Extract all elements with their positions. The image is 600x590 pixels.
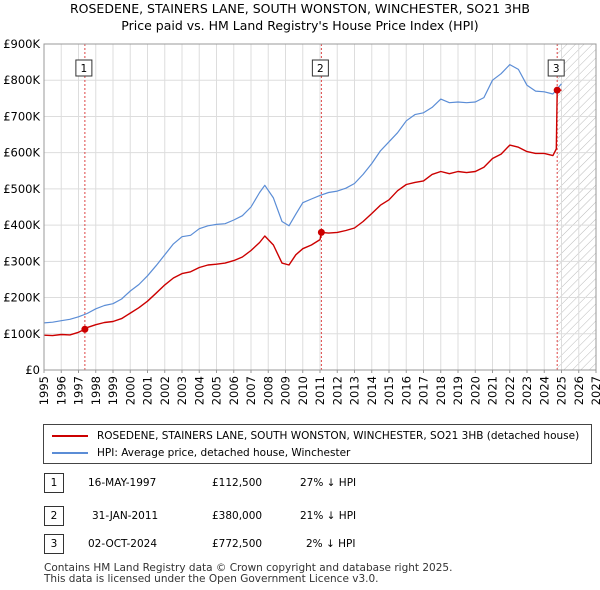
- legend-swatch-hpi: [52, 452, 88, 454]
- sale-point: [553, 86, 561, 94]
- chart-subtitle: Price paid vs. HM Land Registry's House …: [121, 18, 479, 33]
- x-tick-label: 1996: [54, 376, 68, 405]
- transaction-hpi: 2% ↓ HPI: [306, 538, 356, 550]
- transaction-price: £112,500: [212, 477, 263, 489]
- x-tick-label: 2011: [313, 376, 327, 405]
- x-tick-label: 2017: [417, 376, 431, 405]
- x-tick-label: 1999: [106, 376, 120, 405]
- transaction-hpi: 21% ↓ HPI: [300, 510, 357, 522]
- x-tick-label: 2007: [244, 376, 258, 405]
- x-tick-label: 2027: [589, 376, 600, 405]
- y-tick-label: £300K: [3, 254, 40, 268]
- y-tick-label: £900K: [3, 37, 40, 51]
- y-tick-label: £700K: [3, 109, 40, 123]
- y-tick-label: £100K: [3, 327, 40, 341]
- sale-label-box: [547, 59, 565, 77]
- sale-label: 2: [317, 63, 324, 75]
- x-tick-label: 2008: [261, 376, 275, 405]
- footer-licence: This data is licensed under the Open Gov…: [44, 573, 379, 585]
- transaction-date: 02-OCT-2024: [88, 538, 157, 550]
- x-tick-label: 2020: [468, 376, 482, 405]
- x-tick-label: 2004: [192, 376, 206, 405]
- sale-point: [317, 228, 325, 236]
- y-tick-label: £600K: [3, 146, 40, 160]
- series-group: [44, 63, 562, 337]
- x-tick-label: 2003: [175, 376, 189, 405]
- price-chart: 1 2 3 £0 £100K £200K £300K £400K £500K £600K £700K…: [3, 37, 600, 405]
- hpi-line: [44, 63, 562, 324]
- legend-label-property: ROSEDENE, STAINERS LANE, SOUTH WONSTON, …: [97, 430, 580, 442]
- y-tick-label: £500K: [3, 182, 40, 196]
- x-tick-label: 2000: [123, 376, 137, 405]
- x-tick-label: 2002: [158, 376, 172, 405]
- transaction-hpi: 27% ↓ HPI: [300, 477, 357, 489]
- sale-label-box: [75, 59, 93, 77]
- sale-label-box: [311, 59, 329, 77]
- sale-point: [81, 325, 89, 333]
- x-tick-label: 2005: [210, 376, 224, 405]
- x-tick-label: 2025: [555, 376, 569, 405]
- transaction-marker: 2: [44, 506, 64, 526]
- x-tick-label: 2014: [365, 376, 379, 405]
- x-tick-label: 2016: [399, 376, 413, 405]
- x-tick-label: 1997: [72, 376, 86, 405]
- forecast-hatch-region: [557, 44, 596, 370]
- transaction-marker: 1: [44, 473, 64, 493]
- x-tick-label: 2006: [227, 376, 241, 405]
- transaction-marker: 3: [44, 534, 64, 554]
- legend-label-hpi: HPI: Average price, detached house, Winc…: [97, 447, 351, 459]
- x-tick-label: 2019: [451, 376, 465, 405]
- footer-copyright: Contains HM Land Registry data © Crown c…: [44, 562, 453, 574]
- x-tick-label: 2015: [382, 376, 396, 405]
- x-tick-label: 2009: [279, 376, 293, 405]
- y-tick-label: £400K: [3, 218, 40, 232]
- x-tick-label: 1998: [89, 376, 103, 405]
- y-tick-label: £200K: [3, 291, 40, 305]
- transaction-price: £772,500: [212, 538, 263, 550]
- y-tick-label: £800K: [3, 73, 40, 87]
- transaction-price: £380,000: [212, 510, 263, 522]
- x-tick-label: 1995: [37, 376, 51, 405]
- x-tick-label: 2013: [348, 376, 362, 405]
- x-tick-label: 2022: [503, 376, 517, 405]
- x-tick-label: 2001: [141, 376, 155, 405]
- sale-label: 3: [553, 63, 560, 75]
- y-tick-label: £0: [25, 363, 40, 377]
- x-tick-label: 2023: [520, 376, 534, 405]
- sale-label: 1: [81, 63, 88, 75]
- legend-swatch-property: [52, 435, 88, 437]
- x-tick-label: 2012: [330, 376, 344, 405]
- x-tick-label: 2026: [572, 376, 586, 405]
- property-price-line: [44, 89, 562, 337]
- x-tick-label: 2024: [537, 376, 551, 405]
- x-tick-label: 2018: [434, 376, 448, 405]
- transaction-date: 16-MAY-1997: [88, 477, 157, 489]
- transaction-date: 31-JAN-2011: [92, 510, 159, 522]
- x-tick-label: 2021: [486, 376, 500, 405]
- legend: ROSEDENE, STAINERS LANE, SOUTH WONSTON, …: [43, 424, 592, 464]
- x-tick-label: 2010: [296, 376, 310, 405]
- chart-title: ROSEDENE, STAINERS LANE, SOUTH WONSTON, …: [69, 1, 531, 16]
